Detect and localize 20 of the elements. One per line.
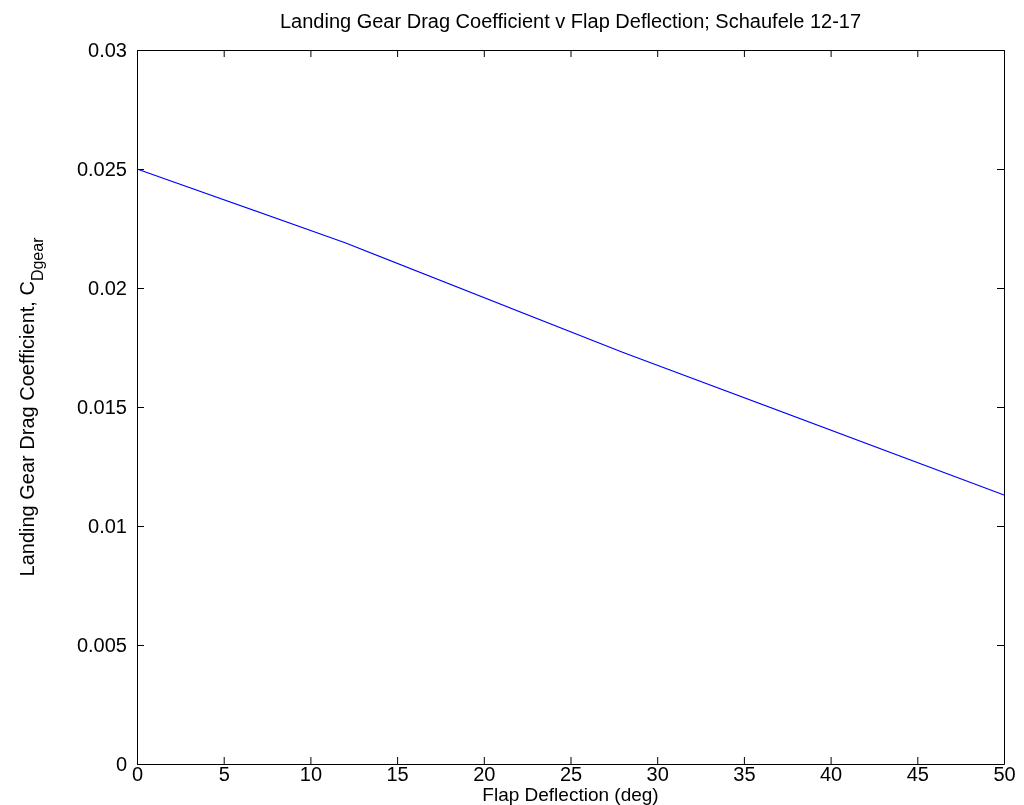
y-tick-label: 0.025 [76,157,127,180]
line-series [136,168,1005,496]
y-tick-label: 0.03 [88,38,127,61]
x-tick-label: 50 [993,763,1016,786]
x-tick-label: 45 [906,763,929,786]
y-tick-label: 0.015 [76,395,127,418]
x-tick-label: 0 [131,763,144,786]
x-axis-title: Flap Deflection (deg) [482,784,659,805]
y-tick-label: 0.01 [88,514,127,537]
y-tick-label: 0.02 [88,276,127,299]
y-tick-label: 0.005 [76,633,127,656]
x-tick-label: 30 [646,763,669,786]
x-tick-label: 5 [218,763,230,786]
x-tick-label: 20 [473,763,496,786]
chart-title: Landing Gear Drag Coefficient v Flap Deflection; Schaufele 12-17 [279,10,862,32]
x-tick-label: 40 [819,763,843,786]
x-tick-label: 25 [559,763,583,786]
x-tick-label: 10 [299,763,323,786]
x-tick-label: 35 [733,763,756,786]
x-tick-label: 15 [386,763,409,786]
